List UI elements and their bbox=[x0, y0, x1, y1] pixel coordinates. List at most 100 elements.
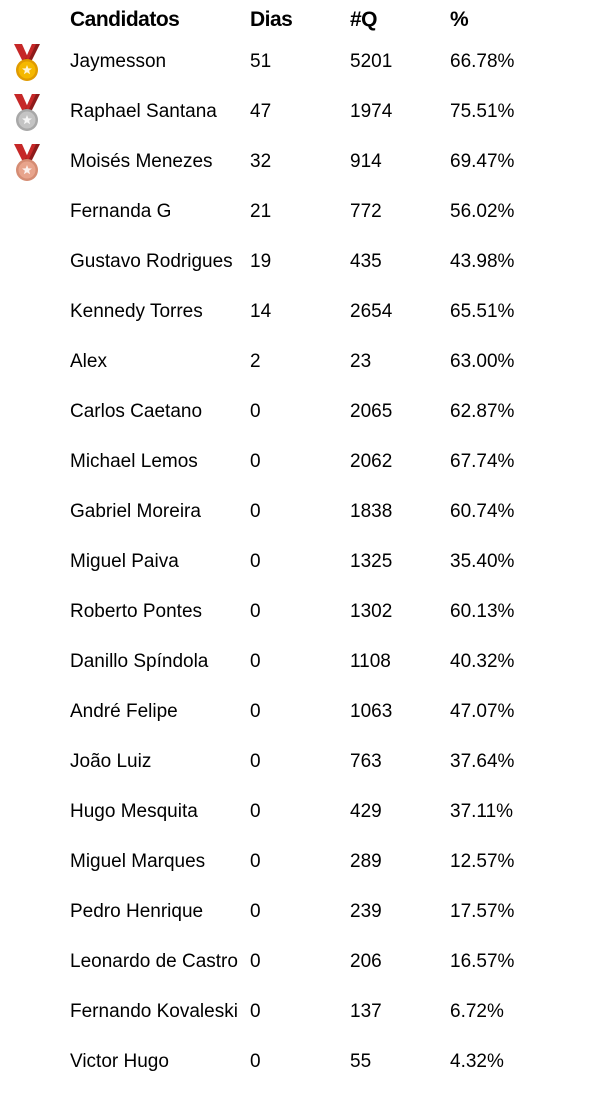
candidate-name: Michael Lemos bbox=[70, 451, 198, 472]
candidate-name: João Luiz bbox=[70, 751, 152, 772]
questions-value: 2654 bbox=[350, 301, 393, 322]
table-row: Raphael Santana 47 1974 75.51% bbox=[0, 94, 600, 144]
questions-value: 429 bbox=[350, 801, 382, 822]
days-value: 19 bbox=[250, 251, 272, 272]
questions-value: 763 bbox=[350, 751, 382, 772]
questions-value: 2065 bbox=[350, 401, 393, 422]
silver-medal-icon bbox=[14, 94, 40, 131]
header-percent: % bbox=[450, 8, 469, 31]
questions-value: 2062 bbox=[350, 451, 393, 472]
candidate-name: Hugo Mesquita bbox=[70, 801, 198, 822]
questions-value: 5201 bbox=[350, 51, 393, 72]
table-row: Gustavo Rodrigues 19 435 43.98% bbox=[0, 244, 600, 294]
candidate-name: André Felipe bbox=[70, 701, 178, 722]
candidate-name: Danillo Spíndola bbox=[70, 651, 209, 672]
days-value: 21 bbox=[250, 201, 272, 222]
questions-value: 23 bbox=[350, 351, 372, 372]
days-value: 0 bbox=[250, 901, 261, 922]
candidate-name: Victor Hugo bbox=[70, 1051, 169, 1072]
candidate-name: Gustavo Rodrigues bbox=[70, 251, 233, 272]
candidate-name: Leonardo de Castro bbox=[70, 951, 238, 972]
questions-value: 239 bbox=[350, 901, 382, 922]
days-value: 0 bbox=[250, 951, 261, 972]
days-value: 0 bbox=[250, 701, 261, 722]
table-row: Pedro Henrique 0 239 17.57% bbox=[0, 894, 600, 944]
percent-value: 43.98% bbox=[450, 251, 515, 272]
table-row: Michael Lemos 0 2062 67.74% bbox=[0, 444, 600, 494]
table-row: Moisés Menezes 32 914 69.47% bbox=[0, 144, 600, 194]
percent-value: 66.78% bbox=[450, 51, 515, 72]
days-value: 0 bbox=[250, 1051, 261, 1072]
questions-value: 1325 bbox=[350, 551, 393, 572]
candidate-name: Roberto Pontes bbox=[70, 601, 203, 622]
gold-medal-icon bbox=[14, 44, 40, 81]
days-value: 0 bbox=[250, 751, 261, 772]
table-row: Fernando Kovaleski 0 137 6.72% bbox=[0, 994, 600, 1044]
table-row: Danillo Spíndola 0 1108 40.32% bbox=[0, 644, 600, 694]
candidate-name: Kennedy Torres bbox=[70, 301, 203, 322]
candidate-name: Raphael Santana bbox=[70, 101, 217, 122]
candidate-name: Moisés Menezes bbox=[70, 151, 213, 172]
days-value: 0 bbox=[250, 801, 261, 822]
questions-value: 137 bbox=[350, 1001, 382, 1022]
days-value: 0 bbox=[250, 651, 261, 672]
percent-value: 67.74% bbox=[450, 451, 515, 472]
table-row: Fernanda G 21 772 56.02% bbox=[0, 194, 600, 244]
days-value: 0 bbox=[250, 501, 261, 522]
table-row: Miguel Marques 0 289 12.57% bbox=[0, 844, 600, 894]
candidate-name: Miguel Marques bbox=[70, 851, 206, 872]
questions-value: 914 bbox=[350, 151, 382, 172]
table-row: Hugo Mesquita 0 429 37.11% bbox=[0, 794, 600, 844]
candidate-name: Carlos Caetano bbox=[70, 401, 203, 422]
table-row: Victor Hugo 0 55 4.32% bbox=[0, 1044, 600, 1094]
candidate-name: Fernando Kovaleski bbox=[70, 1001, 238, 1022]
questions-value: 1063 bbox=[350, 701, 393, 722]
days-value: 51 bbox=[250, 51, 272, 72]
percent-value: 37.64% bbox=[450, 751, 515, 772]
percent-value: 75.51% bbox=[450, 101, 515, 122]
candidate-name: Miguel Paiva bbox=[70, 551, 179, 572]
table-row: Carlos Caetano 0 2065 62.87% bbox=[0, 394, 600, 444]
percent-value: 69.47% bbox=[450, 151, 515, 172]
candidate-name: Fernanda G bbox=[70, 201, 172, 222]
table-row: Gabriel Moreira 0 1838 60.74% bbox=[0, 494, 600, 544]
header-candidatos: Candidatos bbox=[70, 8, 180, 31]
percent-value: 4.32% bbox=[450, 1051, 504, 1072]
days-value: 0 bbox=[250, 401, 261, 422]
days-value: 32 bbox=[250, 151, 272, 172]
table-row: Roberto Pontes 0 1302 60.13% bbox=[0, 594, 600, 644]
percent-value: 56.02% bbox=[450, 201, 515, 222]
table-row: Alex 2 23 63.00% bbox=[0, 344, 600, 394]
questions-value: 1838 bbox=[350, 501, 393, 522]
days-value: 14 bbox=[250, 301, 272, 322]
percent-value: 12.57% bbox=[450, 851, 515, 872]
percent-value: 65.51% bbox=[450, 301, 515, 322]
percent-value: 47.07% bbox=[450, 701, 515, 722]
percent-value: 60.13% bbox=[450, 601, 515, 622]
questions-value: 1974 bbox=[350, 101, 393, 122]
header-questions: #Q bbox=[350, 8, 378, 31]
questions-value: 1302 bbox=[350, 601, 393, 622]
table-row: Miguel Paiva 0 1325 35.40% bbox=[0, 544, 600, 594]
percent-value: 37.11% bbox=[450, 801, 514, 822]
percent-value: 6.72% bbox=[450, 1001, 504, 1022]
percent-value: 16.57% bbox=[450, 951, 515, 972]
bronze-medal-icon bbox=[14, 144, 40, 181]
percent-value: 63.00% bbox=[450, 351, 515, 372]
days-value: 0 bbox=[250, 451, 261, 472]
questions-value: 435 bbox=[350, 251, 382, 272]
questions-value: 206 bbox=[350, 951, 382, 972]
days-value: 47 bbox=[250, 101, 272, 122]
percent-value: 35.40% bbox=[450, 551, 515, 572]
table-row: André Felipe 0 1063 47.07% bbox=[0, 694, 600, 744]
table-row: João Luiz 0 763 37.64% bbox=[0, 744, 600, 794]
questions-value: 289 bbox=[350, 851, 382, 872]
days-value: 2 bbox=[250, 351, 261, 372]
header-dias: Dias bbox=[250, 8, 293, 31]
table-row: Jaymesson 51 5201 66.78% bbox=[0, 44, 600, 94]
percent-value: 17.57% bbox=[450, 901, 515, 922]
table-body: Jaymesson 51 5201 66.78% Raphael Santana 47 19… bbox=[0, 44, 600, 1094]
candidate-name: Alex bbox=[70, 351, 107, 372]
questions-value: 772 bbox=[350, 201, 382, 222]
